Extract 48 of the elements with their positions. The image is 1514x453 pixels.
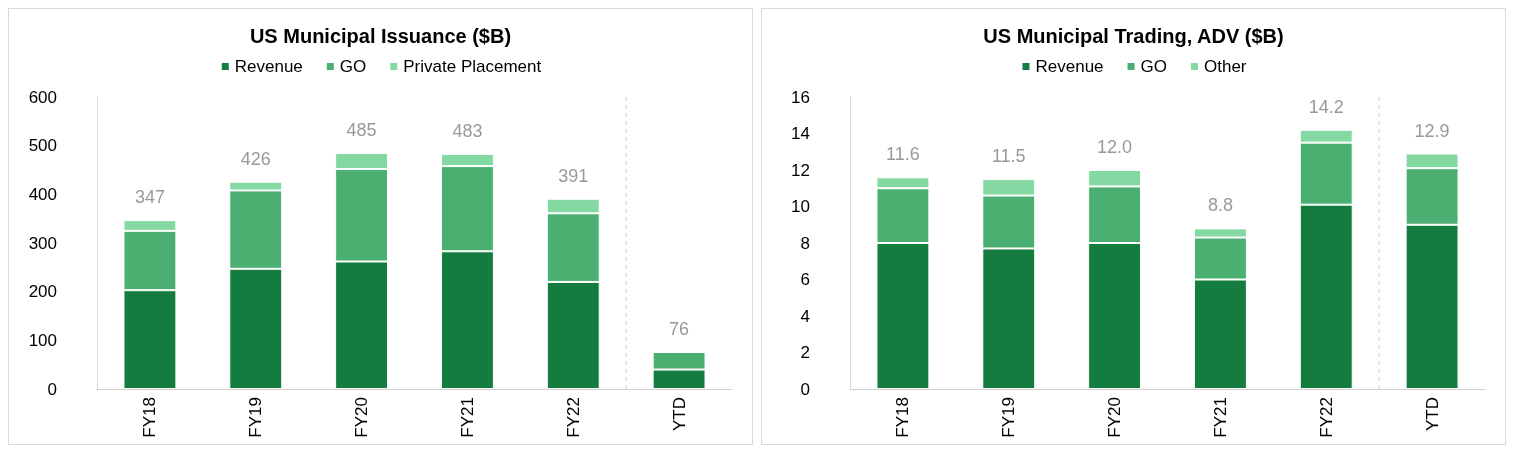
chart-title: US Municipal Issuance ($B) [249, 25, 512, 47]
y-tick-label: 4 [800, 306, 810, 326]
x-tick-label: FY20 [352, 397, 372, 438]
legend-label: GO [1140, 57, 1167, 76]
y-tick-label: 10 [791, 197, 810, 216]
total-label: 483 [452, 120, 483, 141]
y-tick-label: 0 [800, 379, 810, 399]
total-label: 11.5 [991, 146, 1026, 167]
total-label: 11.6 [886, 144, 920, 165]
x-tick-label: FY19 [246, 397, 266, 438]
total-label: 12.0 [1097, 137, 1133, 157]
y-tick-label: 2 [800, 343, 810, 362]
x-tick-label: FY18 [893, 397, 913, 438]
total-label: 347 [134, 187, 165, 208]
total-label: 12.9 [1414, 120, 1450, 141]
x-tick-label: FY20 [1105, 397, 1125, 438]
y-tick-label: 300 [28, 233, 57, 253]
legend-label: Other [1203, 57, 1247, 76]
x-tick-label: YTD [1422, 397, 1442, 431]
legend-label: Revenue [1035, 57, 1104, 76]
y-tick-label: 16 [791, 87, 810, 107]
total-label: 485 [346, 119, 377, 140]
y-tick-label: 600 [28, 87, 57, 107]
y-tick-label: 12 [791, 160, 810, 180]
x-tick-label: FY22 [1316, 397, 1336, 438]
legend-label: Private Placement [403, 57, 542, 76]
y-tick-label: 200 [28, 282, 57, 302]
chart-title: US Municipal Trading, ADV ($B) [983, 25, 1284, 47]
total-label: 14.2 [1308, 96, 1344, 117]
y-tick-label: 8 [800, 233, 810, 253]
x-tick-label: FY19 [999, 397, 1019, 438]
x-tick-label: FY18 [140, 397, 160, 438]
y-tick-label: 14 [791, 124, 810, 143]
total-label: 76 [669, 319, 690, 340]
y-tick-label: 0 [47, 379, 57, 399]
total-label: 8.8 [1207, 195, 1233, 216]
x-tick-label: FY22 [563, 397, 583, 438]
legend-label: GO [339, 57, 367, 76]
x-tick-label: FY21 [457, 397, 477, 438]
total-label: 391 [558, 165, 589, 186]
y-tick-label: 400 [28, 184, 57, 204]
total-label: 426 [240, 148, 271, 169]
x-tick-label: YTD [669, 397, 689, 431]
legend-label: Revenue [234, 57, 303, 76]
y-tick-label: 500 [28, 136, 57, 156]
x-tick-label: FY21 [1210, 397, 1230, 438]
y-tick-label: 100 [28, 330, 57, 350]
y-tick-label: 6 [800, 270, 810, 289]
